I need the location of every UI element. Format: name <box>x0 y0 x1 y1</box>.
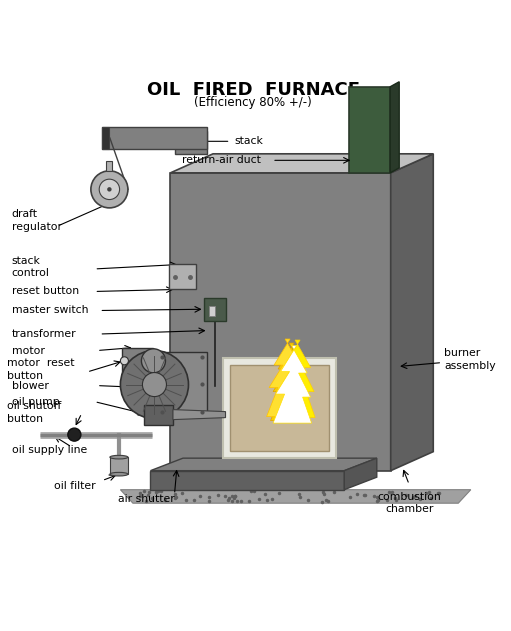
Polygon shape <box>173 410 225 420</box>
Text: stack
control: stack control <box>12 256 50 278</box>
Bar <box>102 127 207 149</box>
Polygon shape <box>121 490 471 503</box>
Bar <box>144 404 173 425</box>
Circle shape <box>107 187 111 192</box>
Polygon shape <box>150 458 377 471</box>
Circle shape <box>143 372 167 397</box>
Text: burner
assembly: burner assembly <box>444 348 496 371</box>
Text: master switch: master switch <box>12 305 88 316</box>
Bar <box>157 351 207 416</box>
Text: oil filter: oil filter <box>54 481 96 491</box>
Bar <box>175 131 207 154</box>
Polygon shape <box>273 346 312 423</box>
Circle shape <box>121 357 128 365</box>
Text: OIL  FIRED  FURNACE: OIL FIRED FURNACE <box>147 81 360 99</box>
Circle shape <box>91 171 128 208</box>
Bar <box>102 127 109 149</box>
Text: stack: stack <box>234 136 263 146</box>
Text: reset button: reset button <box>12 286 79 297</box>
Circle shape <box>142 349 166 373</box>
Text: combustion
chamber: combustion chamber <box>377 492 441 514</box>
Text: return-air duct: return-air duct <box>182 155 261 165</box>
Text: motor  reset
button: motor reset button <box>7 358 74 380</box>
Bar <box>122 348 153 374</box>
Text: (Efficiency 80% +/-): (Efficiency 80% +/-) <box>194 97 312 109</box>
Circle shape <box>121 351 189 418</box>
Text: transformer: transformer <box>12 329 77 339</box>
Text: motor: motor <box>12 346 44 355</box>
Polygon shape <box>349 86 390 173</box>
Bar <box>170 264 196 290</box>
Polygon shape <box>106 161 112 171</box>
Bar <box>223 358 336 458</box>
Circle shape <box>68 428 81 441</box>
Polygon shape <box>276 340 315 418</box>
Bar <box>230 365 329 451</box>
Polygon shape <box>267 339 305 416</box>
Text: oil pump: oil pump <box>12 397 60 406</box>
Text: blower: blower <box>12 380 49 391</box>
Polygon shape <box>171 173 391 471</box>
Text: oil supply line: oil supply line <box>12 445 87 455</box>
Polygon shape <box>110 457 128 474</box>
Bar <box>208 307 215 316</box>
Polygon shape <box>150 471 344 490</box>
Ellipse shape <box>110 473 128 476</box>
Polygon shape <box>390 82 399 173</box>
Circle shape <box>99 179 120 199</box>
Ellipse shape <box>110 456 128 459</box>
Polygon shape <box>391 154 433 471</box>
Polygon shape <box>270 343 309 421</box>
Polygon shape <box>344 458 377 490</box>
Text: oil shutoff
button: oil shutoff button <box>7 401 61 424</box>
Text: draft
regulator: draft regulator <box>12 209 62 232</box>
Text: air shutter: air shutter <box>118 494 175 504</box>
Bar <box>204 298 225 321</box>
Polygon shape <box>171 154 433 173</box>
